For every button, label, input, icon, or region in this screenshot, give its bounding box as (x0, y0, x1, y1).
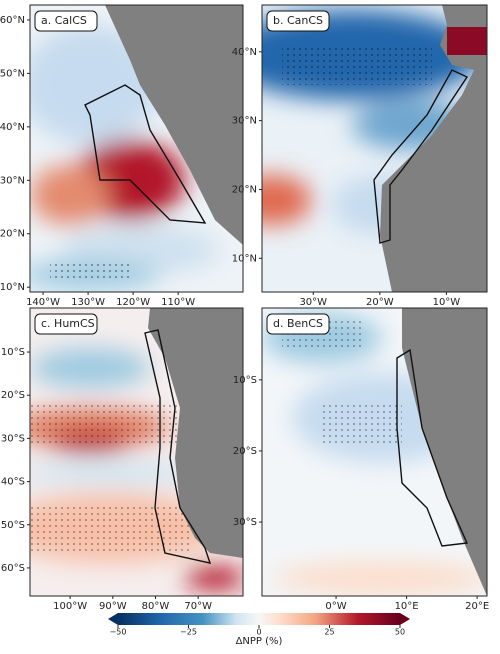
panel-label-box (34, 313, 98, 335)
y-tick-label: 20°N (0, 229, 25, 240)
y-tick-label: 20°N (232, 184, 257, 195)
x-tick-label: 100°W (53, 601, 87, 612)
colorbar-tick-label: −25 (180, 628, 197, 637)
colorbar-tick-label: −50 (110, 628, 127, 637)
x-tick-label: 110°W (161, 297, 195, 308)
y-tick-label: 10°S (233, 375, 257, 386)
x-tick-label: 30°W (299, 297, 327, 308)
y-tick-label: 50°S (1, 520, 25, 531)
y-tick-label: 40°S (1, 477, 25, 488)
panel-label-box (266, 10, 330, 32)
y-tick-label: 30°S (1, 433, 25, 444)
y-tick-label: 50°N (0, 68, 25, 79)
x-tick-label: 20°W (366, 297, 394, 308)
colorbar-tick-label: 0 (256, 628, 261, 637)
y-tick-label: 40°N (0, 122, 25, 133)
x-tick-label: 10°W (433, 297, 461, 308)
y-tick-label: 10°N (0, 282, 25, 293)
x-tick-label: 120°W (116, 297, 150, 308)
panel-label-box (266, 313, 330, 335)
panel-frame (261, 4, 488, 293)
x-tick-label: 80°W (142, 601, 170, 612)
map-d (262, 308, 487, 596)
panel-label: c. HumCS (41, 317, 95, 330)
panel-label: b. CanCS (273, 14, 323, 27)
colorbar-tick-label: 50 (395, 628, 405, 637)
map-c (30, 308, 243, 596)
panel-label: d. BenCS (273, 317, 323, 330)
x-tick-label: 10°E (395, 601, 419, 612)
panel-label-box (34, 10, 98, 32)
x-tick-label: 70°W (184, 601, 212, 612)
panel-frame (29, 307, 244, 597)
map-a (30, 5, 243, 292)
y-tick-label: 20°S (233, 446, 257, 457)
y-tick-label: 30°S (233, 517, 257, 528)
y-tick-label: 10°N (232, 253, 257, 264)
map-b (262, 5, 487, 292)
y-tick-label: 40°N (232, 47, 257, 58)
y-tick-label: 20°S (1, 390, 25, 401)
y-tick-label: 10°S (1, 347, 25, 358)
panel-label: a. CalCS (41, 14, 87, 27)
y-tick-label: 60°N (0, 15, 25, 26)
y-tick-label: 60°S (1, 563, 25, 574)
colorbar-min-extend (108, 613, 118, 625)
x-tick-label: 90°W (99, 601, 127, 612)
x-tick-label: 20°E (465, 601, 489, 612)
y-tick-label: 30°N (232, 116, 257, 127)
panel-frame (29, 4, 244, 293)
colorbar: ΔNPP (%) (108, 613, 410, 647)
y-tick-label: 30°N (0, 175, 25, 186)
colorbar-max-extend (400, 613, 410, 625)
colorbar-tick-label: 25 (324, 628, 334, 637)
x-tick-label: 130°W (71, 297, 105, 308)
panel-frame (261, 307, 488, 597)
x-tick-label: 0°W (325, 601, 346, 612)
colorbar-ramp (118, 613, 400, 625)
x-tick-label: 140°W (26, 297, 60, 308)
colorbar-label: ΔNPP (%) (236, 636, 283, 647)
